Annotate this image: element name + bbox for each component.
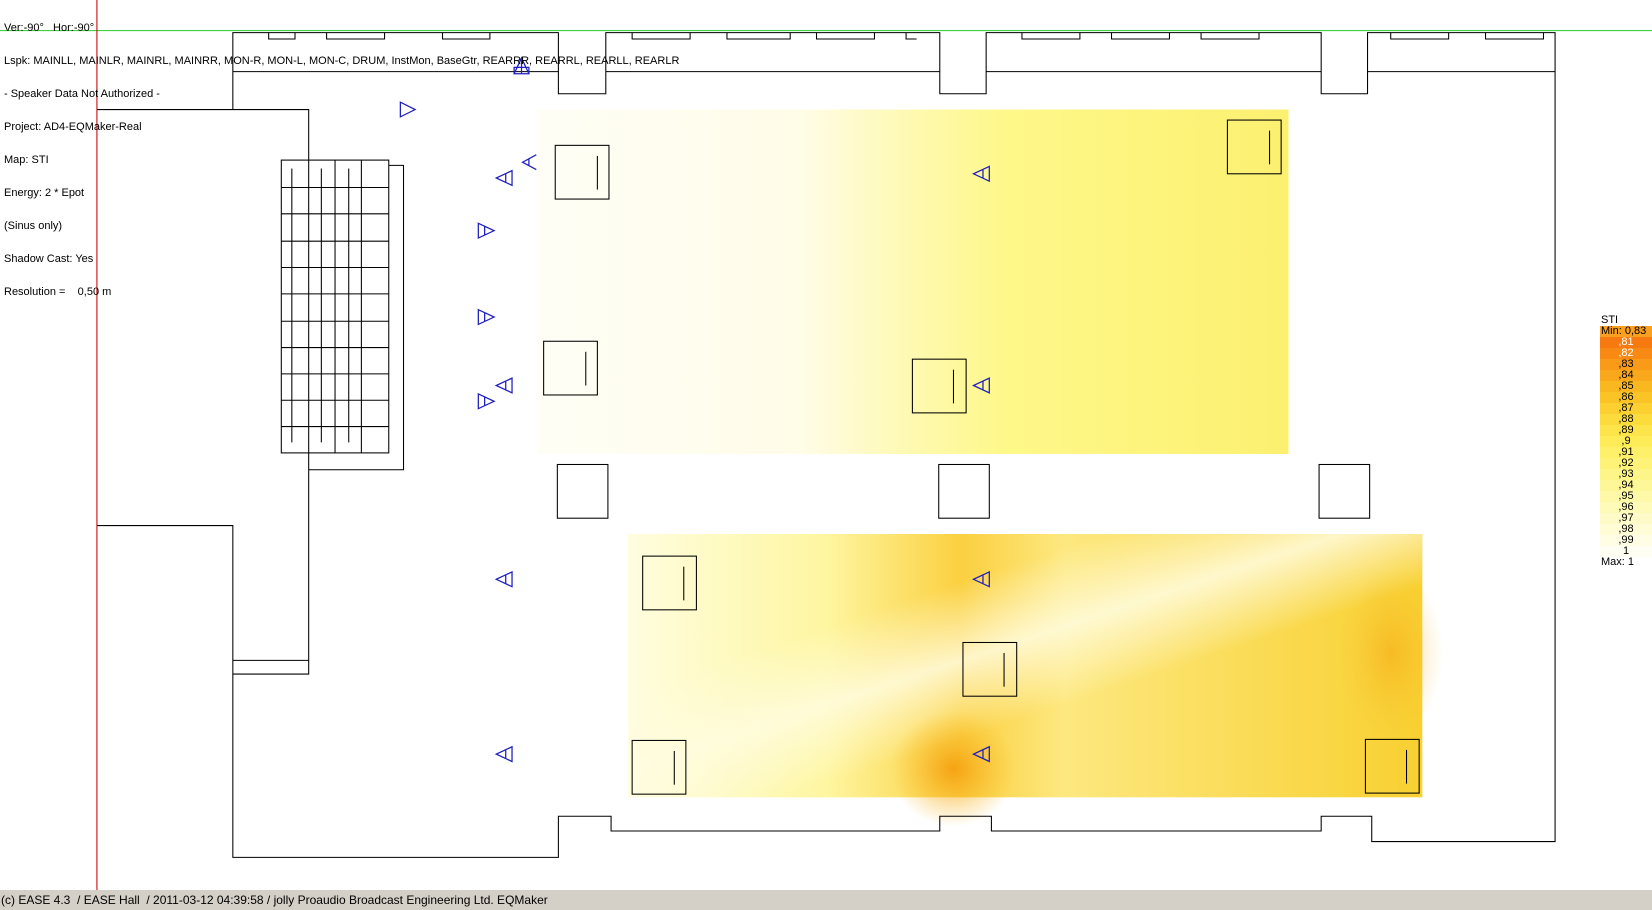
speaker-icon — [399, 101, 417, 118]
speaker-icon — [494, 377, 513, 394]
legend-row: ,96 — [1600, 502, 1652, 513]
legend-row: ,97 — [1600, 513, 1652, 524]
legend-title: STI — [1601, 314, 1619, 326]
legend-row: ,91 — [1600, 447, 1652, 458]
room-walls — [96, 32, 1556, 858]
loudspeaker-list: Lspk: MAINLL, MAINLR, MAINRL, MAINRR, MO… — [4, 55, 680, 67]
legend-row: ,89 — [1600, 425, 1652, 436]
columns — [556, 463, 1371, 519]
legend-row: ,86 — [1600, 392, 1652, 403]
map-type: Map: STI — [4, 154, 49, 166]
audience-boxes — [543, 119, 1420, 795]
energy-mode: Energy: 2 * Epot — [4, 187, 85, 199]
speaker-icon — [972, 570, 990, 588]
legend-row: ,93 — [1600, 469, 1652, 480]
speakers[interactable] — [399, 56, 990, 763]
legend-row: ,83 — [1600, 359, 1652, 370]
speaker-icon — [477, 222, 496, 240]
map-info-panel: Ver:-90° Hor:-90° Lspk: MAINLL, MAINLR, … — [4, 1, 679, 309]
speaker-icon — [494, 169, 513, 187]
legend-row: ,99 — [1600, 535, 1652, 546]
legend-row: ,82 — [1600, 348, 1652, 359]
legend-row: ,92 — [1600, 458, 1652, 469]
legend-row: ,94 — [1600, 480, 1652, 491]
authorization-note: - Speaker Data Not Authorized - — [4, 88, 160, 100]
resolution: Resolution = 0,50 m — [4, 286, 112, 298]
status-bar: (c) EASE 4.3 / EASE Hall / 2011-03-12 04… — [0, 890, 1652, 910]
speaker-icon — [972, 377, 990, 394]
speaker-icon — [477, 308, 496, 326]
legend-row: 1 — [1600, 546, 1652, 557]
legend-row: ,85 — [1600, 381, 1652, 392]
sti-heatmap-lower — [627, 534, 1444, 827]
shadow-cast: Shadow Cast: Yes — [4, 253, 94, 265]
legend-row: ,95 — [1600, 491, 1652, 502]
speaker-icon — [972, 745, 990, 763]
sti-color-legend: STI Min: 0,83 ,81,82,83,84,85,86,87,88,8… — [1600, 314, 1652, 568]
view-angles: Ver:-90° Hor:-90° — [4, 22, 95, 34]
project-name: Project: AD4-EQMaker-Real — [4, 121, 142, 133]
speaker-icon — [494, 745, 513, 763]
speaker-icon — [521, 154, 537, 171]
legend-min: Min: 0,83 — [1600, 326, 1652, 337]
legend-row: ,88 — [1600, 414, 1652, 425]
energy-note: (Sinus only) — [4, 220, 63, 232]
stairs — [280, 159, 390, 454]
legend-row: ,81 — [1600, 337, 1652, 348]
legend-row: ,9 — [1600, 436, 1652, 447]
speaker-icon — [477, 392, 496, 410]
speaker-icon — [972, 165, 990, 183]
legend-row: ,98 — [1600, 524, 1652, 535]
legend-row: ,87 — [1600, 403, 1652, 414]
legend-row: ,84 — [1600, 370, 1652, 381]
speaker-icon — [513, 56, 530, 75]
legend-max: Max: 1 — [1600, 557, 1652, 568]
speaker-icon — [494, 570, 513, 588]
sti-floor-plan[interactable] — [0, 0, 1652, 890]
